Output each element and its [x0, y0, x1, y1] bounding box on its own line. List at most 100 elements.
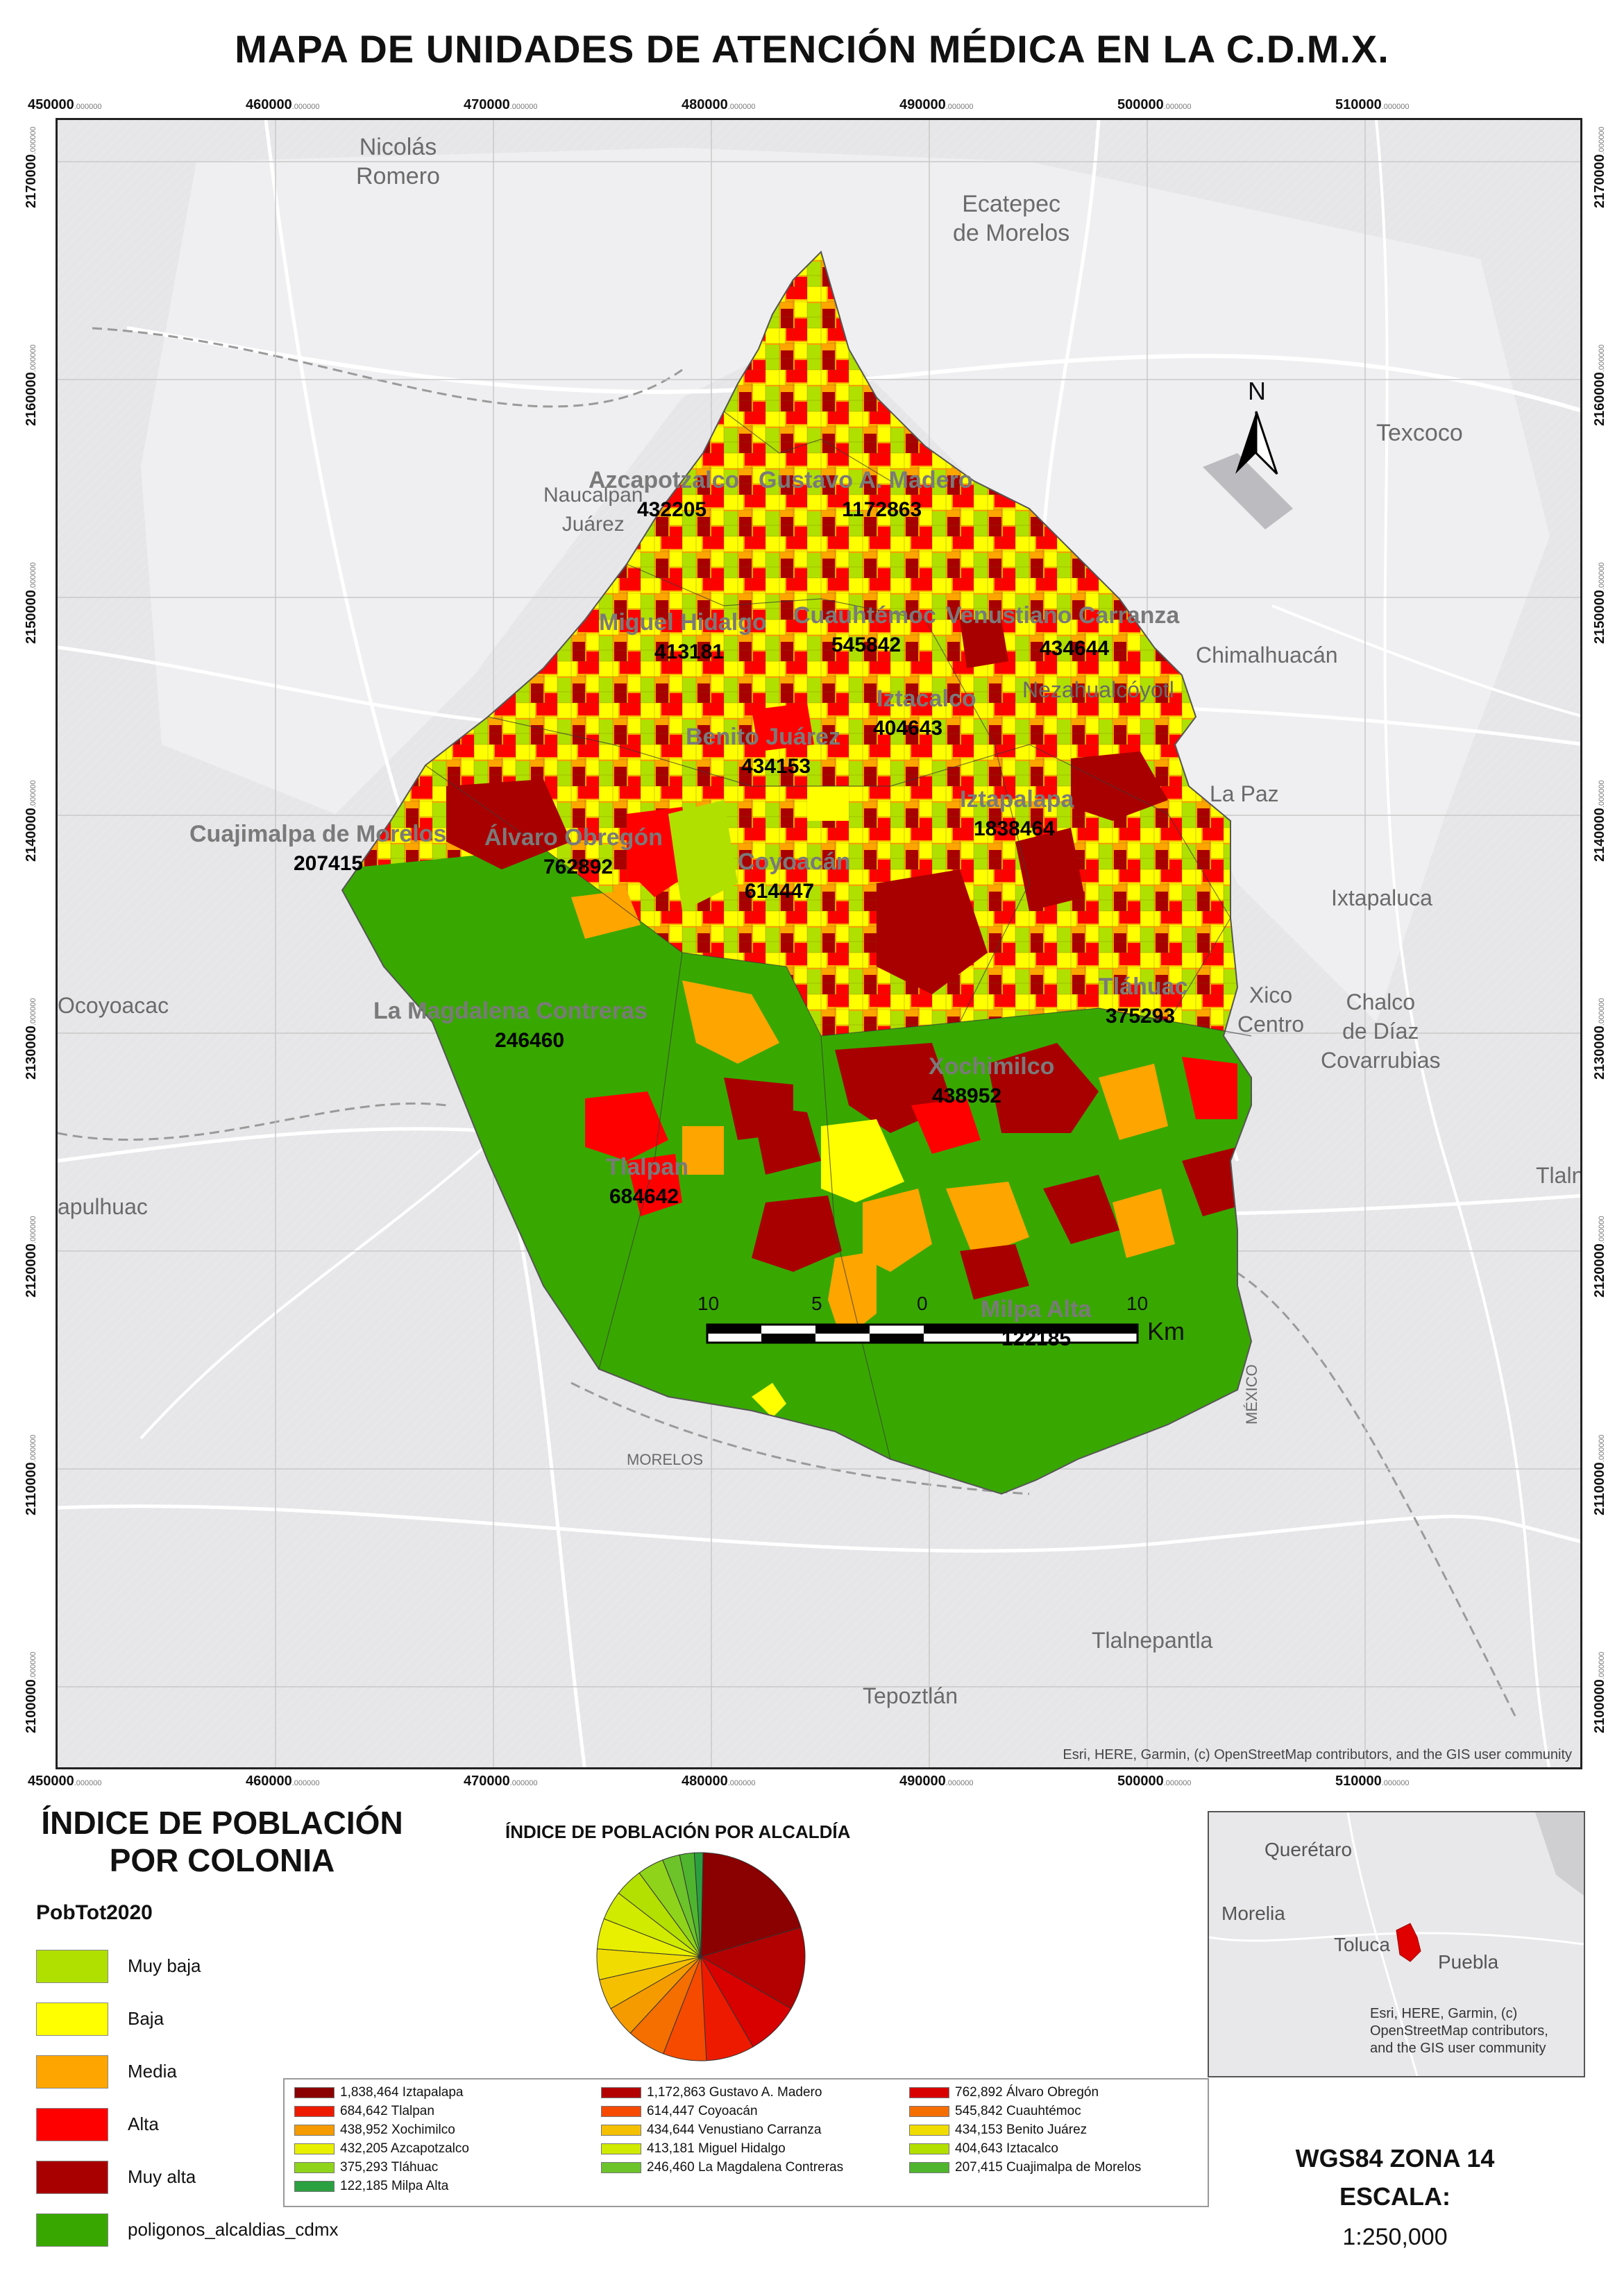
pie-legend-label: 246,460 La Magdalena Contreras	[647, 2160, 844, 2175]
scale-unit: Km	[1147, 1317, 1185, 1345]
x-tick-label: 500000.000000	[1117, 97, 1192, 112]
pie-legend-swatch	[601, 2106, 641, 2117]
inset-credit: Esri, HERE, Garmin, (c) OpenStreetMap co…	[1370, 2006, 1548, 2056]
x-tick-label: 510000.000000	[1335, 1774, 1410, 1789]
alcaldia-alvaro-obregon-name: Álvaro Obregón	[484, 824, 663, 851]
inset-place-toluca: Toluca	[1334, 1934, 1390, 1955]
pie-legend-label: 545,842 Cuauhtémoc	[955, 2104, 1081, 2118]
y-tick-label: 2170000.000000	[1592, 126, 1607, 208]
pie-legend-label: 434,644 Venustiano Carranza	[647, 2123, 822, 2137]
y-tick-label: 2150000.000000	[1592, 562, 1607, 644]
pie-legend-swatch	[294, 2143, 335, 2154]
alcaldia-tlalpan-name: Tlalpan	[606, 1154, 689, 1180]
alcaldia-tlahuac-name: Tláhuac	[1099, 973, 1188, 1000]
pie-legend-label: 1,172,863 Gustavo A. Madero	[647, 2085, 822, 2100]
x-tick-label: 510000.000000	[1335, 97, 1410, 112]
x-tick-label: 470000.000000	[464, 1774, 538, 1789]
pie-legend-item: 432,205 Azcapotzalco	[294, 2141, 469, 2157]
legend-label: Baja	[128, 2008, 164, 2029]
scale-title: ESCALA:	[1339, 2182, 1450, 2211]
place-naucalpan: Naucalpan Juárez	[543, 484, 643, 536]
pie-legend-item: 1,172,863 Gustavo A. Madero	[601, 2085, 822, 2100]
alcaldia-cuajimalpa-pop: 207415	[294, 852, 364, 875]
place-xico: Xico Centro	[1237, 983, 1305, 1037]
x-tick-label: 480000.000000	[682, 1774, 756, 1789]
pie-legend-swatch	[909, 2106, 949, 2117]
pie-legend-item: 207,415 Cuajimalpa de Morelos	[909, 2160, 1141, 2175]
place-ixtapaluca: Ixtapaluca	[1331, 885, 1432, 910]
x-tick-label: 470000.000000	[464, 97, 538, 112]
inset-place-puebla: Puebla	[1438, 1951, 1499, 1973]
alcaldia-iztacalco-name: Iztacalco	[877, 686, 976, 712]
alcaldia-milpa-alta-pop: 122185	[1001, 1327, 1072, 1350]
scale-label-5: 5	[811, 1293, 822, 1314]
alcaldia-xochimilco-name: Xochimilco	[929, 1053, 1055, 1080]
alcaldia-iztapalapa-pop: 1838464	[974, 817, 1055, 840]
pie-legend-item: 1,838,464 Iztapalapa	[294, 2085, 464, 2100]
alcaldia-miguel-hidalgo-name: Miguel Hidalgo	[599, 609, 767, 636]
locator-inset-map[interactable]: Querétaro Morelia Toluca Puebla Esri, HE…	[1208, 1811, 1585, 2077]
alcaldia-milpa-alta-name: Milpa Alta	[981, 1296, 1092, 1323]
scale-label-0: 0	[917, 1293, 928, 1314]
pie-legend-swatch	[601, 2143, 641, 2154]
label-morelos: MORELOS	[627, 1451, 704, 1468]
legend-swatch	[36, 2108, 108, 2141]
y-tick-label: 2160000.000000	[24, 344, 39, 426]
label-mexico: MÉXICO	[1243, 1364, 1260, 1425]
pie-legend-label: 432,205 Azcapotzalco	[340, 2141, 469, 2156]
pie-legend-item: 762,892 Álvaro Obregón	[909, 2085, 1099, 2100]
pie-legend-item: 122,185 Milpa Alta	[294, 2179, 448, 2194]
pie-legend-swatch	[909, 2125, 949, 2136]
pie-legend-swatch	[294, 2162, 335, 2173]
pie-legend-swatch	[294, 2087, 335, 2098]
pie-legend-swatch	[601, 2125, 641, 2136]
y-tick-label: 2150000.000000	[24, 562, 39, 644]
y-tick-label: 2160000.000000	[1592, 344, 1607, 426]
x-tick-label: 460000.000000	[246, 97, 320, 112]
alcaldia-iztacalco-pop: 404643	[873, 717, 943, 740]
place-nicolas-romero: Nicolás Romero	[356, 134, 440, 189]
place-ocoyoacac: Ocoyoacac	[58, 993, 169, 1018]
place-tepoztlan: Tepoztlán	[863, 1683, 958, 1708]
pie-legend-item: 375,293 Tláhuac	[294, 2160, 438, 2175]
pie-slice-gustavo-a-madero[interactable]	[700, 1927, 806, 2009]
state-borders	[58, 327, 1516, 1717]
pie-slice-iztapalapa[interactable]	[700, 1852, 802, 1957]
pie-legend-item: 614,447 Coyoacán	[601, 2104, 758, 2119]
pie-title: ÍNDICE DE POBLACIÓN POR ALCALDÍA	[505, 1821, 851, 1842]
legend-label: Muy baja	[128, 1955, 201, 1976]
place-chimalhuacan: Chimalhuacán	[1196, 643, 1338, 667]
alcaldia-iztapalapa-name: Iztapalapa	[960, 786, 1074, 813]
x-tick-label: 480000.000000	[682, 97, 756, 112]
legend-label: Alta	[128, 2114, 159, 2134]
alcaldia-benito-juarez-name: Benito Juárez	[686, 724, 840, 750]
y-tick-label: 2100000.000000	[24, 1651, 39, 1733]
map-canvas	[58, 120, 1580, 1767]
x-tick-label: 450000.000000	[28, 97, 102, 112]
scale-bar[interactable]	[706, 1323, 1139, 1344]
x-tick-label: 490000.000000	[899, 97, 974, 112]
pie-slice-milpa-alta[interactable]	[693, 1852, 704, 1957]
legend-title: ÍNDICE DE POBLACIÓN POR COLONIA	[41, 1805, 403, 1878]
pie-legend-item: 434,644 Venustiano Carranza	[601, 2123, 821, 2138]
alcaldia-cuauhtemoc-pop: 545842	[831, 633, 902, 656]
alcaldia-miguel-hidalgo-pop: 413181	[654, 640, 725, 663]
map-frame[interactable]: Nicolás Romero Ecatepec de Morelos Texco…	[56, 118, 1582, 1769]
alcaldia-magdalena-pop: 246460	[495, 1029, 565, 1052]
pie-legend-label: 413,181 Miguel Hidalgo	[647, 2141, 786, 2156]
pie-legend-swatch	[294, 2181, 335, 2192]
legend-label: Media	[128, 2061, 177, 2082]
inset-canvas	[1209, 1812, 1584, 2076]
pie-legend-label: 684,642 Tlalpan	[340, 2104, 434, 2118]
population-pie-chart[interactable]	[590, 1846, 812, 2068]
pie-legend-item: 434,153 Benito Juárez	[909, 2123, 1087, 2138]
pie-legend-item: 684,642 Tlalpan	[294, 2104, 434, 2119]
pie-legend-item: 404,643 Iztacalco	[909, 2141, 1058, 2157]
y-tick-label: 2130000.000000	[24, 998, 39, 1080]
alcaldia-gam-pop: 1172863	[842, 498, 922, 521]
alcaldia-benito-juarez-pop: 434153	[741, 755, 811, 778]
pie-legend-item: 545,842 Cuauhtémoc	[909, 2104, 1081, 2119]
legend-field: PobTot2020	[36, 1901, 153, 1924]
pie-legend-item: 246,460 La Magdalena Contreras	[601, 2160, 843, 2175]
alcaldia-cuajimalpa-name: Cuajimalpa de Morelos	[189, 821, 447, 847]
